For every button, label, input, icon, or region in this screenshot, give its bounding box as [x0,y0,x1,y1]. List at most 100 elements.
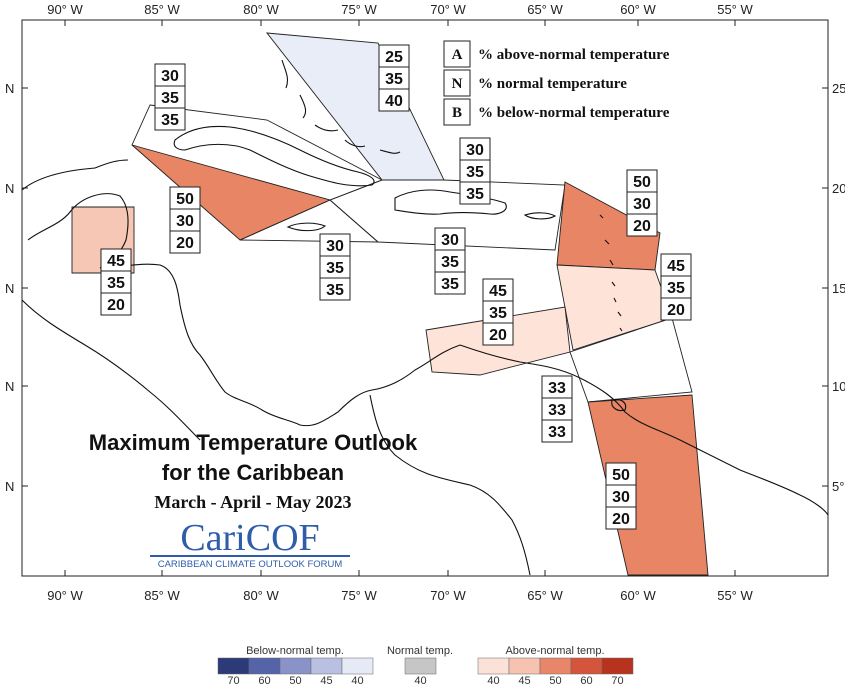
prob-cell [100,292,132,316]
x-tick-label-bottom: 65° W [527,588,563,603]
prob-value: 33 [548,424,566,441]
y-tick-label-left: N [5,479,14,494]
prob-value: 30 [161,68,179,85]
y-tick-label-right: 25 [832,81,845,96]
y-tick-label-left: N [5,81,14,96]
title-line-1: Maximum Temperature Outlook [89,430,418,455]
key-letter-box [443,69,471,97]
prob-cell [434,271,466,295]
prob-value: 35 [326,282,344,299]
prob-value: 50 [612,467,630,484]
x-tick-label-top: 55° W [717,2,753,17]
scale-swatch-above [601,657,634,675]
prob-value: 35 [466,186,484,203]
x-tick-label-top: 70° W [430,2,466,17]
key-description: % normal temperature [478,76,627,92]
y-tick-label-left: N [5,379,14,394]
prob-value: 30 [441,232,459,249]
scale-tick-normal: 40 [414,675,426,684]
prob-value: 30 [466,142,484,159]
coast-cuba [173,125,375,187]
scale-swatch-above [539,657,572,675]
prob-value: 30 [612,489,630,506]
x-tick-label-top: 60° W [620,2,656,17]
prob-box-bahamas: 25 35 40 [378,44,410,112]
prob-cell [378,88,410,112]
prob-box-hispaniola: 30 35 35 [434,227,466,295]
key-letter: B [452,105,462,121]
prob-value: 30 [633,196,651,213]
coastlines [21,59,829,576]
prob-value: 50 [176,191,194,208]
scale-tick-above: 50 [549,675,561,684]
x-tick-label-top: 65° W [527,2,563,17]
prob-value: 45 [489,283,507,300]
coast-puerto-rico [523,212,557,220]
key-letter: N [452,76,463,92]
prob-value: 33 [548,402,566,419]
coast-gulf-mexico [21,159,129,191]
scale-label-below: Below-normal temp. [246,645,344,657]
prob-cell [459,181,491,205]
prob-cell [605,506,637,530]
x-tick-label-bottom: 60° W [620,588,656,603]
y-tick-label-left: N [5,281,14,296]
key-description: % above-normal temperature [478,47,670,63]
prob-value: 33 [548,380,566,397]
prob-value: 20 [176,235,194,252]
coast-lesser-antilles [599,214,623,332]
prob-value: 50 [633,174,651,191]
prob-value: 20 [633,218,651,235]
scale-swatch-below [310,657,343,675]
prob-value: 20 [107,297,125,314]
y-tick-label-left: N [5,181,14,196]
prob-box-western-caribbean: 50 30 20 [169,186,201,254]
scale-swatch-below [341,657,374,675]
scale-label-normal: Normal temp. [387,645,453,657]
prob-value: 35 [161,90,179,107]
scale-swatch-below [279,657,312,675]
x-tick-label-bottom: 80° W [243,588,279,603]
scale-tick-above: 40 [487,675,499,684]
prob-box-belize: 45 35 20 [100,248,132,316]
key-description: % below-normal temperature [478,105,670,121]
title-line-2: for the Caribbean [162,460,344,485]
axis-ticks: 90° W 90° W 85° W 85° W 80° W 80° W 75° W 75° W… [5,2,845,603]
scale-swatch-above [477,657,510,675]
scale-swatch-below [217,657,250,675]
prob-box-cuba: 30 35 35 [154,63,186,131]
scale-tick-below: 40 [351,675,363,684]
prob-value: 20 [612,511,630,528]
prob-cell [660,297,692,321]
key-letter-box [443,98,471,126]
scale-tick-below: 45 [320,675,332,684]
key-letter: A [452,47,463,63]
prob-box-trinidad: 33 33 33 [541,375,573,443]
scale-tick-above: 70 [611,675,623,684]
prob-box-leeward-islands: 50 30 20 [626,169,658,237]
prob-cell [154,107,186,131]
prob-value: 40 [385,93,403,110]
x-tick-label-bottom: 75° W [341,588,377,603]
prob-value: 35 [385,71,403,88]
y-tick-label-right: 15 [832,281,845,296]
season-label: March - April - May 2023 [154,492,351,512]
coast-central-america [99,263,461,427]
scale-swatch-above [508,657,541,675]
prob-value: 30 [176,213,194,230]
scale-tick-above: 45 [518,675,530,684]
x-tick-label-top: 90° W [47,2,83,17]
scale-tick-below: 60 [258,675,270,684]
x-tick-label-bottom: 70° W [430,588,466,603]
prob-value: 35 [489,305,507,322]
prob-cell [541,419,573,443]
logo-name: CariCOF [180,517,319,559]
caricof-logo: CariCOF CARIBBEAN CLIMATE OUTLOOK FORUM [150,517,350,570]
prob-value: 45 [667,258,685,275]
prob-value: 20 [667,302,685,319]
prob-value: 35 [441,276,459,293]
prob-value: 35 [161,112,179,129]
scale-swatch-below [248,657,281,675]
x-tick-label-top: 75° W [341,2,377,17]
x-tick-label-bottom: 85° W [144,588,180,603]
